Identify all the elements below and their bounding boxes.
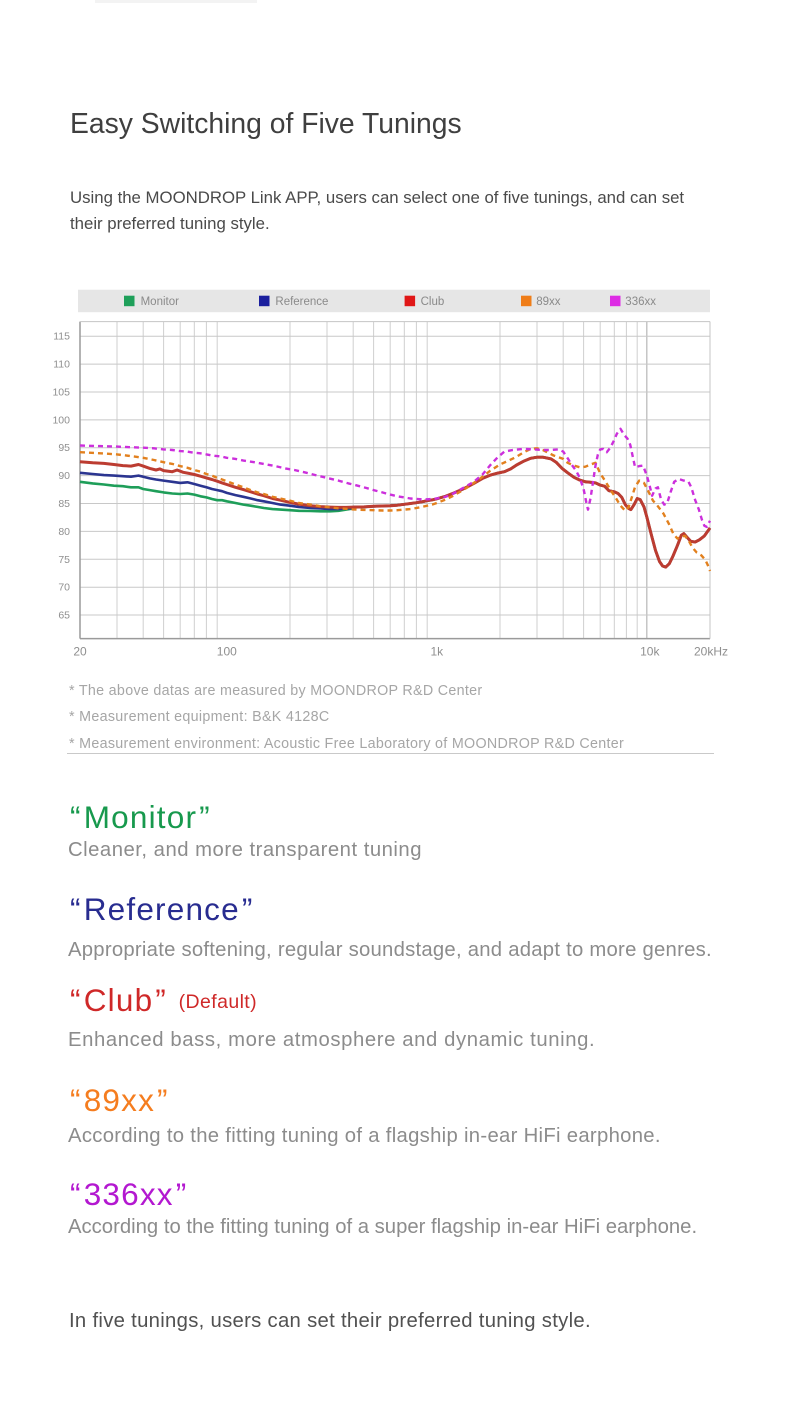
svg-text:1k: 1k (430, 645, 444, 659)
svg-text:Monitor: Monitor (141, 296, 180, 308)
svg-text:100: 100 (52, 414, 70, 426)
svg-text:336xx: 336xx (625, 296, 656, 308)
svg-text:75: 75 (58, 554, 70, 566)
svg-text:Reference: Reference (275, 296, 328, 308)
svg-text:89xx: 89xx (536, 296, 561, 308)
svg-text:80: 80 (58, 526, 70, 538)
svg-text:115: 115 (53, 331, 70, 343)
svg-text:110: 110 (53, 359, 70, 371)
svg-text:20: 20 (73, 645, 87, 659)
svg-text:70: 70 (58, 582, 70, 594)
svg-text:20kHz: 20kHz (694, 645, 728, 659)
svg-text:85: 85 (58, 498, 70, 510)
svg-text:90: 90 (58, 470, 70, 482)
svg-text:10k: 10k (640, 645, 660, 659)
svg-text:65: 65 (58, 610, 70, 622)
svg-text:100: 100 (217, 645, 237, 659)
svg-text:Club: Club (421, 296, 445, 308)
svg-text:95: 95 (58, 442, 70, 454)
svg-text:105: 105 (52, 387, 70, 399)
